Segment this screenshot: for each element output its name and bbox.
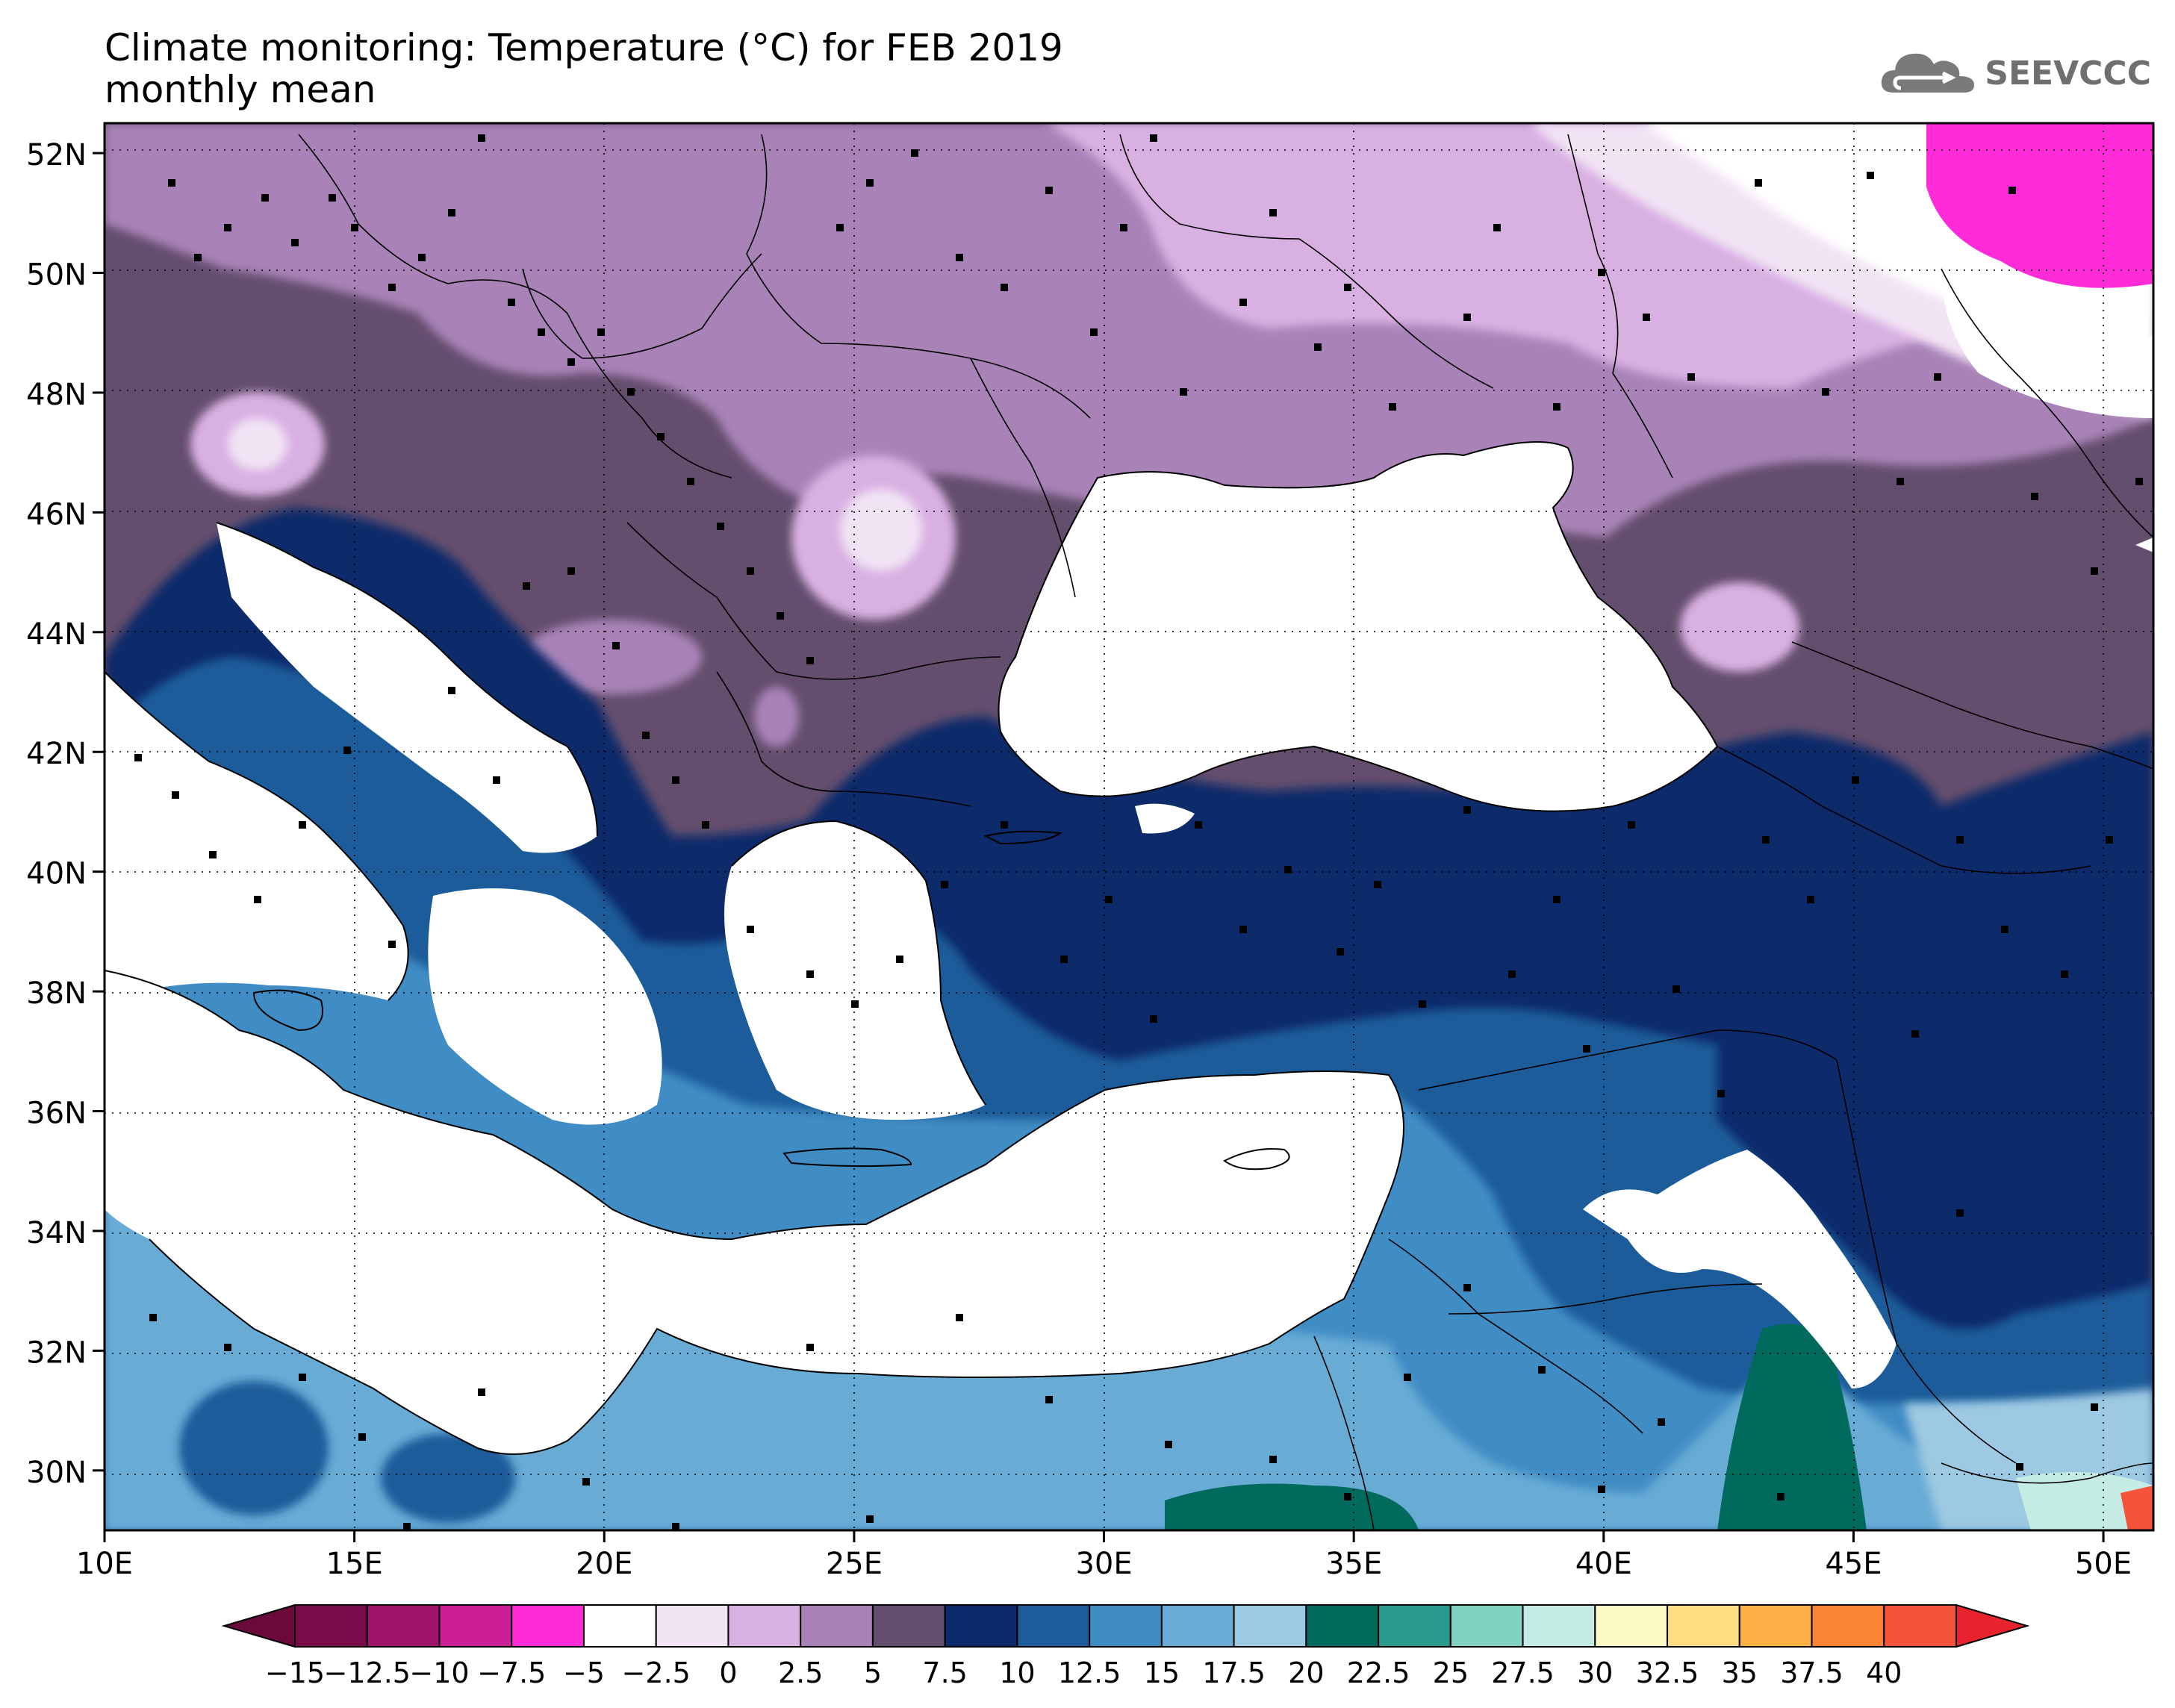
lat-tick-label: 34N [26,1216,87,1250]
mediterranean-sea-mask [105,970,1404,1454]
colorbar-label: 37.5 [1780,1656,1843,1689]
lat-tick-label: 38N [26,976,87,1011]
colorbar-label: 30 [1577,1656,1613,1689]
adriatic-sea-mask [217,523,597,853]
lat-tick-label: 32N [26,1335,87,1370]
ionian-sea-mask [428,888,662,1125]
cloud-icon [1882,53,1975,93]
colorbar-label: 7.5 [922,1656,967,1689]
lat-tick-label: 50N [26,258,87,293]
colorbar-label: −5 [563,1656,605,1689]
lat-tick-label: 40N [26,857,87,891]
lon-tick-label: 40E [1575,1547,1632,1581]
black-sea-mask [998,442,1717,811]
colorbar-label: −10 [409,1656,469,1689]
lat-tick-label: 36N [26,1097,87,1131]
colorbar-label: 32.5 [1636,1656,1699,1689]
colorbar-swatch [511,1604,585,1648]
colorbar-swatch [366,1604,441,1648]
colorbar-label: −12.5 [324,1656,411,1689]
colorbar-swatch [294,1604,368,1648]
colorbar-label: 40 [1866,1656,1902,1689]
colorbar-label: 10 [999,1656,1035,1689]
lon-tick-label: 35E [1325,1547,1382,1581]
colorbar-label: 20 [1288,1656,1324,1689]
colorbar-swatch [1738,1604,1813,1648]
lon-tick-label: 10E [76,1547,133,1581]
mesopotamia-mask [1583,1150,1896,1388]
coastlines [105,441,1719,1455]
lat-tick-label: 44N [26,617,87,652]
colorbar-label: 35 [1722,1656,1758,1689]
colorbar-swatch [800,1604,874,1648]
chart-title-line1: Climate monitoring: Temperature (°C) for… [105,26,1063,69]
colorbar-low-arrow [221,1603,296,1648]
aegean-sea-mask [724,821,986,1120]
colorbar-swatch [1811,1604,1885,1648]
latitude-axis: 52N 50N 48N 46N 44N 42N 40N 38N 36N 34N 32N 30N [26,138,105,1490]
station-markers [134,134,2143,1530]
lon-tick-label: 30E [1075,1547,1132,1581]
lat-tick-label: 46N [26,497,87,532]
colorbar-swatch [1449,1604,1524,1648]
colorbar-label: 27.5 [1491,1656,1555,1689]
colorbar-label: 2.5 [778,1656,823,1689]
colorbar-label: 5 [864,1656,882,1689]
country-borders [298,134,2153,1530]
colorbar-swatch [1378,1604,1451,1648]
colorbar-swatch [582,1604,657,1648]
colorbar-label: 15 [1144,1656,1180,1689]
lat-tick-label: 48N [26,378,87,412]
tyrrhenian-sea-mask [105,672,408,1000]
colorbar-swatch [871,1604,946,1648]
colorbar-swatch [1016,1604,1091,1648]
lon-tick-label: 45E [1825,1547,1882,1581]
colorbar-label: 17.5 [1202,1656,1266,1689]
colorbar-swatch [1160,1604,1235,1648]
colorbar-swatch [1594,1604,1669,1648]
colorbar-label: −15 [265,1656,325,1689]
colorbar-high-arrow [1955,1603,2030,1648]
seevccc-logo: SEEVCCC [1879,46,2151,100]
map-frame [103,122,2155,1532]
colorbar-label: −7.5 [477,1656,546,1689]
lat-tick-label: 30N [26,1456,87,1490]
longitude-axis: 10E 15E 20E 25E 30E 35E 40E 45E 50E [76,1530,2132,1581]
colorbar-swatch [1089,1604,1163,1648]
lon-tick-label: 20E [576,1547,632,1581]
colorbar-swatch [944,1604,1018,1648]
colorbar: −15−12.5−10 −7.5 −5 −2.5 0 2.5 5 7.5 10 12.5 15 17.… [221,1603,2030,1689]
colorbar-swatch [655,1604,729,1648]
colorbar-label: 12.5 [1058,1656,1121,1689]
colorbar-swatch [727,1604,802,1648]
logo-text: SEEVCCC [1985,54,2151,93]
graticule [105,123,2153,1530]
lat-tick-label: 52N [26,138,87,172]
lon-tick-label: 15E [326,1547,383,1581]
lat-tick-label: 42N [26,737,87,771]
lon-tick-label: 50E [2075,1547,2132,1581]
colorbar-swatch [438,1604,513,1648]
colorbar-label: 22.5 [1347,1656,1410,1689]
colorbar-swatch [1522,1604,1596,1648]
colorbar-swatch [1233,1604,1307,1648]
colorbar-swatch [1883,1604,1958,1648]
colorbar-swatch [1667,1604,1740,1648]
colorbar-label: −2.5 [622,1656,691,1689]
temperature-field [105,123,2153,1530]
azov-sea-mask [1359,460,1561,515]
lon-tick-label: 25E [826,1547,883,1581]
colorbar-swatch [1305,1604,1380,1648]
colorbar-label: 25 [1433,1656,1469,1689]
colorbar-label: 0 [719,1656,737,1689]
chart-title-line2: monthly mean [105,68,376,111]
